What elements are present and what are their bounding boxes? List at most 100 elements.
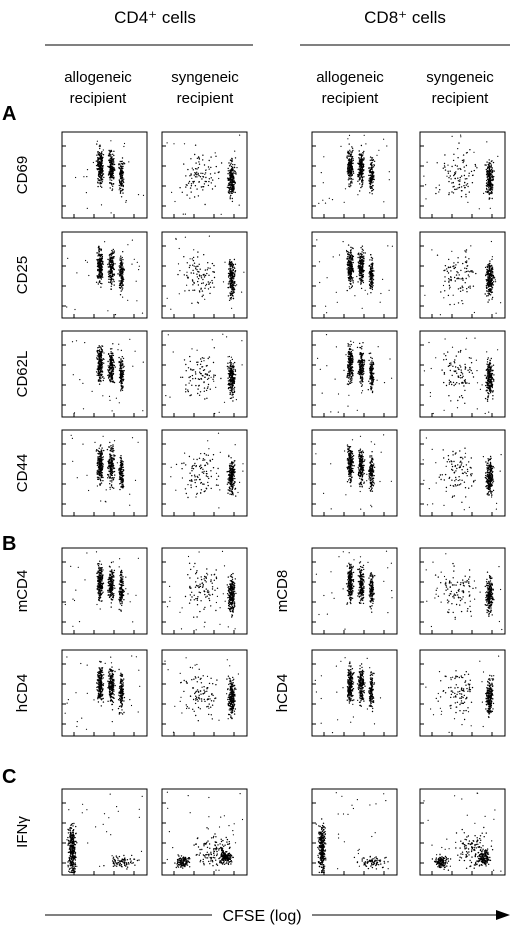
dot — [120, 171, 123, 174]
dot — [193, 196, 196, 198]
dot-plot — [419, 330, 506, 418]
dot — [199, 368, 201, 370]
dot — [378, 149, 380, 151]
dot — [369, 159, 371, 161]
dot — [114, 169, 116, 172]
dot — [218, 171, 220, 173]
dot — [203, 276, 206, 278]
dot — [373, 176, 375, 178]
dot — [442, 167, 444, 169]
dot — [356, 275, 358, 278]
dot — [361, 307, 363, 309]
dot — [110, 370, 113, 373]
dot — [380, 292, 382, 295]
dot — [100, 374, 103, 376]
dot — [122, 192, 124, 194]
dot — [467, 201, 469, 203]
dot — [185, 363, 187, 366]
dot — [214, 185, 216, 187]
dot — [350, 181, 352, 184]
dot — [322, 182, 324, 184]
dot — [99, 379, 101, 381]
dot — [448, 258, 450, 261]
dot — [111, 272, 114, 274]
dot — [192, 284, 194, 286]
dot — [491, 183, 493, 185]
dot — [351, 147, 354, 149]
dot — [234, 270, 237, 272]
dot — [325, 334, 328, 336]
dot — [351, 270, 353, 273]
dot — [113, 280, 115, 283]
dot — [110, 276, 112, 278]
dot — [119, 259, 121, 261]
dot — [490, 192, 492, 195]
dot — [319, 281, 321, 284]
dot — [190, 394, 192, 396]
dot — [204, 203, 206, 206]
dot — [350, 363, 352, 365]
dot — [192, 378, 194, 380]
dot — [371, 357, 373, 360]
dot — [371, 177, 373, 179]
dot — [109, 261, 112, 263]
dot — [122, 296, 124, 298]
dot — [203, 390, 205, 392]
dot — [95, 371, 98, 373]
dot — [98, 258, 100, 261]
dot — [98, 269, 100, 271]
dot — [98, 262, 100, 264]
dot — [190, 174, 192, 176]
dot — [457, 272, 459, 274]
dot — [485, 274, 487, 277]
dot — [110, 285, 113, 287]
dot — [98, 350, 101, 352]
dot — [231, 388, 233, 390]
dot — [350, 343, 352, 346]
dot — [98, 371, 100, 373]
dot — [369, 369, 372, 372]
dot — [352, 261, 354, 264]
dot — [101, 262, 104, 264]
dot — [360, 376, 362, 378]
dot — [82, 382, 84, 384]
dot — [233, 386, 236, 389]
dot — [193, 265, 195, 267]
dot — [371, 364, 373, 366]
dot — [131, 239, 133, 241]
dot — [361, 183, 364, 185]
dot — [107, 360, 109, 363]
dot — [230, 268, 232, 270]
dot — [490, 185, 492, 187]
dot — [360, 256, 363, 258]
dot — [232, 295, 234, 297]
dot — [317, 357, 319, 359]
dot — [376, 154, 378, 156]
dot-plot — [419, 131, 506, 219]
dot — [227, 187, 230, 189]
dot — [489, 175, 491, 177]
dot — [127, 244, 129, 246]
dot — [371, 279, 373, 281]
dot — [218, 411, 220, 413]
dot — [234, 157, 237, 159]
dot — [197, 172, 199, 175]
dot — [200, 288, 202, 290]
dot — [436, 162, 438, 164]
dot — [359, 183, 361, 185]
dot — [100, 175, 103, 177]
dot — [99, 355, 101, 357]
dot — [369, 271, 372, 273]
dot — [112, 153, 114, 155]
dot — [350, 380, 352, 382]
dot — [238, 204, 240, 206]
dot — [347, 343, 349, 345]
dot — [371, 275, 373, 277]
dot — [369, 266, 372, 268]
dot — [137, 194, 140, 196]
dot — [118, 163, 120, 165]
dot — [435, 192, 437, 195]
dot — [444, 154, 446, 156]
row-label: CD69 — [14, 156, 31, 194]
dot — [138, 265, 140, 267]
